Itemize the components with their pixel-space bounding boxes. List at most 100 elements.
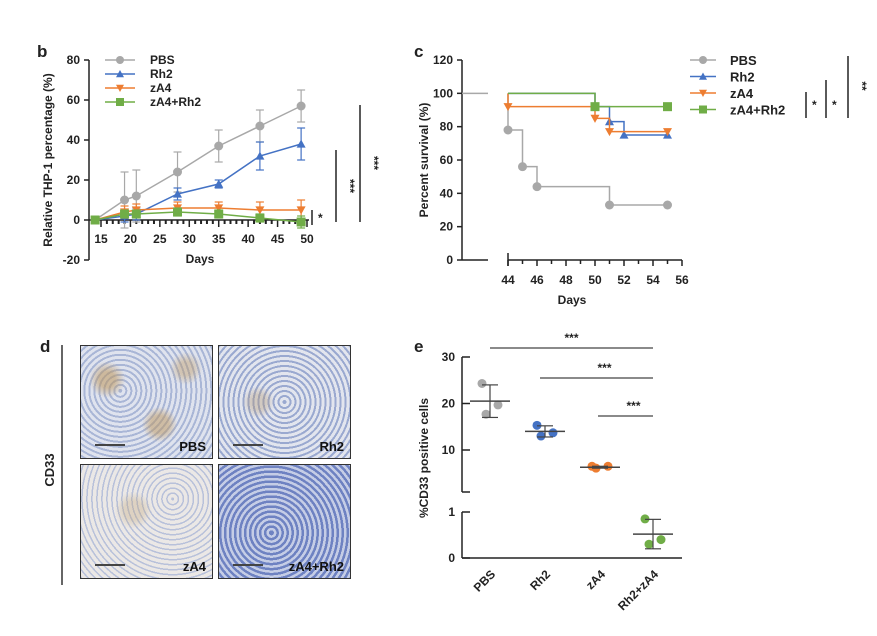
y-axis-label: Relative THP-1 percentage (%) xyxy=(41,73,55,246)
y-tick-label: 20 xyxy=(442,397,456,411)
legend-label: Rh2 xyxy=(150,67,173,81)
data-point xyxy=(214,204,224,213)
y-tick-label: 0 xyxy=(446,253,453,267)
x-tick-label: 20 xyxy=(124,232,138,246)
data-point xyxy=(536,431,546,441)
data-point xyxy=(255,206,265,215)
sig-label: * xyxy=(318,211,323,225)
row-label-cd33: CD33 xyxy=(42,453,57,486)
x-tick-label: 15 xyxy=(94,232,108,246)
scale-bar xyxy=(233,564,263,566)
y-axis-label: Percent survival (%) xyxy=(417,103,431,218)
data-point xyxy=(644,539,654,549)
y-tick-label: 60 xyxy=(440,153,454,167)
data-point xyxy=(296,101,306,111)
scale-bar xyxy=(95,564,125,566)
micrograph-label: Rh2 xyxy=(319,439,344,454)
data-point xyxy=(214,209,224,219)
legend-marker xyxy=(699,89,707,97)
y-axis-label: %CD33 positive cells xyxy=(417,398,431,518)
x-axis-label: Days xyxy=(558,293,587,307)
micrograph-label: PBS xyxy=(179,439,206,454)
legend-marker xyxy=(116,56,124,64)
data-point xyxy=(90,215,100,225)
y-tick-label: -20 xyxy=(63,253,81,267)
survival-curve-zA4 xyxy=(507,93,668,133)
panel-label-d: d xyxy=(40,337,50,356)
survival-curve-PBS xyxy=(507,93,668,206)
y-tick-label: 100 xyxy=(433,86,453,100)
x-category-label: zA4 xyxy=(583,567,608,592)
data-point xyxy=(493,400,503,410)
x-category-label: Rh2+zA4 xyxy=(615,567,661,613)
sig-label: * xyxy=(832,98,837,112)
x-tick-label: 30 xyxy=(183,232,197,246)
x-tick-label: 25 xyxy=(153,232,167,246)
x-tick-label: 50 xyxy=(588,273,602,287)
x-tick-label: 48 xyxy=(559,273,573,287)
y-tick-label: 0 xyxy=(73,213,80,227)
micrograph-rh2: Rh2 xyxy=(218,345,351,459)
sig-label: *** xyxy=(626,399,640,413)
data-point xyxy=(255,213,265,223)
data-point xyxy=(214,179,224,188)
data-point xyxy=(255,121,265,131)
data-point xyxy=(296,217,306,227)
data-point xyxy=(548,428,558,438)
censor-marker xyxy=(590,102,600,112)
y-tick-label: 0 xyxy=(448,551,455,565)
censor-marker xyxy=(532,182,542,192)
x-tick-label: 52 xyxy=(617,273,631,287)
legend-marker xyxy=(699,56,707,64)
legend-marker xyxy=(116,84,124,92)
censor-marker xyxy=(663,200,672,210)
sig-label: *** xyxy=(343,179,357,193)
data-point xyxy=(173,189,183,198)
x-axis-label: Days xyxy=(186,252,215,266)
y-tick-label: 60 xyxy=(67,93,81,107)
legend-marker xyxy=(116,70,124,78)
scale-bar xyxy=(233,444,263,446)
sig-label: *** xyxy=(367,156,381,170)
micrograph-za4-rh2: zA4+Rh2 xyxy=(218,464,351,579)
legend-label: PBS xyxy=(150,53,175,67)
data-point xyxy=(296,206,306,215)
legend-label: zA4 xyxy=(150,81,172,95)
censor-marker xyxy=(503,125,513,135)
x-tick-label: 40 xyxy=(241,232,255,246)
x-category-label: PBS xyxy=(471,567,498,594)
data-point xyxy=(131,209,141,219)
censor-marker xyxy=(619,130,629,139)
y-tick-label: 10 xyxy=(442,443,456,457)
micrograph-label: zA4+Rh2 xyxy=(288,559,344,574)
survival-curve-zA4+Rh2 xyxy=(508,92,668,108)
y-tick-label: 1 xyxy=(448,505,455,519)
y-tick-label: 20 xyxy=(67,173,81,187)
data-point xyxy=(296,139,306,148)
micrograph-label: zA4 xyxy=(182,559,206,574)
censor-marker xyxy=(503,103,513,112)
legend-label: zA4+Rh2 xyxy=(730,103,785,118)
censor-marker xyxy=(605,200,614,210)
micrograph-pbs: PBS xyxy=(80,345,213,459)
sig-label: *** xyxy=(597,361,611,375)
data-point xyxy=(255,151,265,160)
x-tick-label: 35 xyxy=(212,232,226,246)
panel-label-e: e xyxy=(414,337,423,356)
data-point xyxy=(120,209,130,219)
y-tick-label: 30 xyxy=(442,350,456,364)
x-tick-label: 56 xyxy=(675,273,689,287)
legend-marker xyxy=(699,72,707,80)
x-tick-label: 44 xyxy=(501,273,515,287)
data-point xyxy=(477,379,487,389)
micrograph-za4: zA4 xyxy=(80,464,213,579)
legend-label: zA4+Rh2 xyxy=(150,95,201,109)
x-category-label: Rh2 xyxy=(527,567,553,593)
legend-marker xyxy=(116,98,124,106)
survival-curve-Rh2 xyxy=(508,92,668,136)
legend-label: zA4 xyxy=(730,86,754,101)
censor-marker xyxy=(605,128,614,137)
y-tick-label: 120 xyxy=(433,53,453,67)
data-point xyxy=(120,195,130,205)
